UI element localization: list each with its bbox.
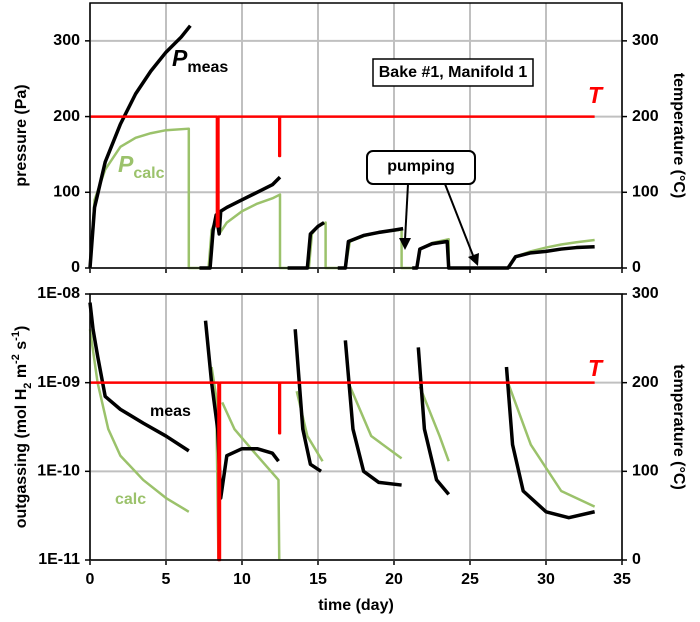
- series-label: meas: [150, 403, 191, 420]
- y-tick-label: 100: [53, 184, 80, 201]
- axis-label-part: s: [13, 341, 30, 354]
- series-line: [88, 329, 596, 561]
- y2-tick-label: 200: [632, 374, 659, 391]
- x-tick-label: 20: [385, 571, 403, 588]
- axis-label: time (day): [318, 597, 394, 614]
- arrow: [404, 183, 409, 241]
- annotation-box: [366, 150, 476, 185]
- label-sub: meas: [187, 59, 228, 76]
- axis-label: temperature (°C): [670, 364, 687, 490]
- series-label: calc: [115, 491, 146, 508]
- x-tick-label: 25: [461, 571, 479, 588]
- plot-frame: [89, 2, 623, 269]
- annotation-box: [372, 58, 534, 87]
- axis-label: temperature (°C): [670, 73, 687, 199]
- y-tick-label: 1E-10: [37, 463, 80, 480]
- axis-label: outgassing (mol H2 m-2 s-1): [10, 326, 34, 529]
- x-tick-label: 0: [86, 571, 95, 588]
- y-tick-label: 300: [53, 32, 80, 49]
- series-line: [90, 381, 595, 562]
- y2-tick-label: 300: [632, 285, 659, 302]
- series-label: T: [588, 355, 604, 381]
- label-sub: calc: [133, 165, 164, 182]
- y-tick-label: 1E-09: [37, 374, 80, 391]
- axis-label-part: m: [13, 364, 30, 383]
- axis-label-part: ): [13, 326, 30, 331]
- axis-label-part: -2: [10, 354, 22, 364]
- arrow-head: [468, 253, 479, 266]
- y2-tick-label: 0: [632, 259, 641, 276]
- annotation: Bake #1, Manifold 1: [379, 64, 528, 81]
- x-tick-label: 5: [162, 571, 171, 588]
- y-tick-label: 1E-11: [38, 551, 80, 568]
- axis-label-part: outgassing (mol H: [13, 389, 30, 529]
- y2-tick-label: 0: [632, 551, 641, 568]
- y2-tick-label: 200: [632, 108, 659, 125]
- x-tick-label: 30: [537, 571, 555, 588]
- series-label: Pcalc: [118, 151, 165, 182]
- label-main: P: [118, 151, 134, 177]
- axis-label: pressure (Pa): [13, 84, 30, 186]
- y-tick-label: 200: [53, 108, 80, 125]
- annotation: pumping: [387, 158, 455, 175]
- plot-frame: [89, 293, 623, 561]
- arrow-head: [399, 238, 411, 250]
- x-tick-label: 10: [233, 571, 251, 588]
- y-tick-label: 1E-08: [37, 285, 80, 302]
- series-line: [90, 115, 595, 228]
- series-label: Pmeas: [172, 45, 228, 76]
- x-tick-label: 35: [613, 571, 631, 588]
- y2-tick-label: 300: [632, 32, 659, 49]
- series-label: T: [588, 82, 604, 108]
- x-tick-label: 15: [309, 571, 327, 588]
- y2-tick-label: 100: [632, 463, 659, 480]
- series-line: [88, 302, 596, 520]
- axis-label-part: 2: [22, 383, 34, 389]
- label-main: P: [172, 45, 188, 71]
- series-line: [88, 24, 595, 270]
- y2-tick-label: 100: [632, 184, 659, 201]
- arrow: [444, 183, 475, 259]
- axis-label-part: -1: [10, 331, 22, 341]
- y-tick-label: 0: [71, 259, 80, 276]
